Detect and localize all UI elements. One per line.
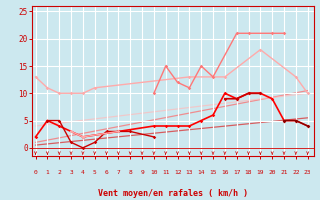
X-axis label: Vent moyen/en rafales ( km/h ): Vent moyen/en rafales ( km/h ) <box>98 189 248 198</box>
